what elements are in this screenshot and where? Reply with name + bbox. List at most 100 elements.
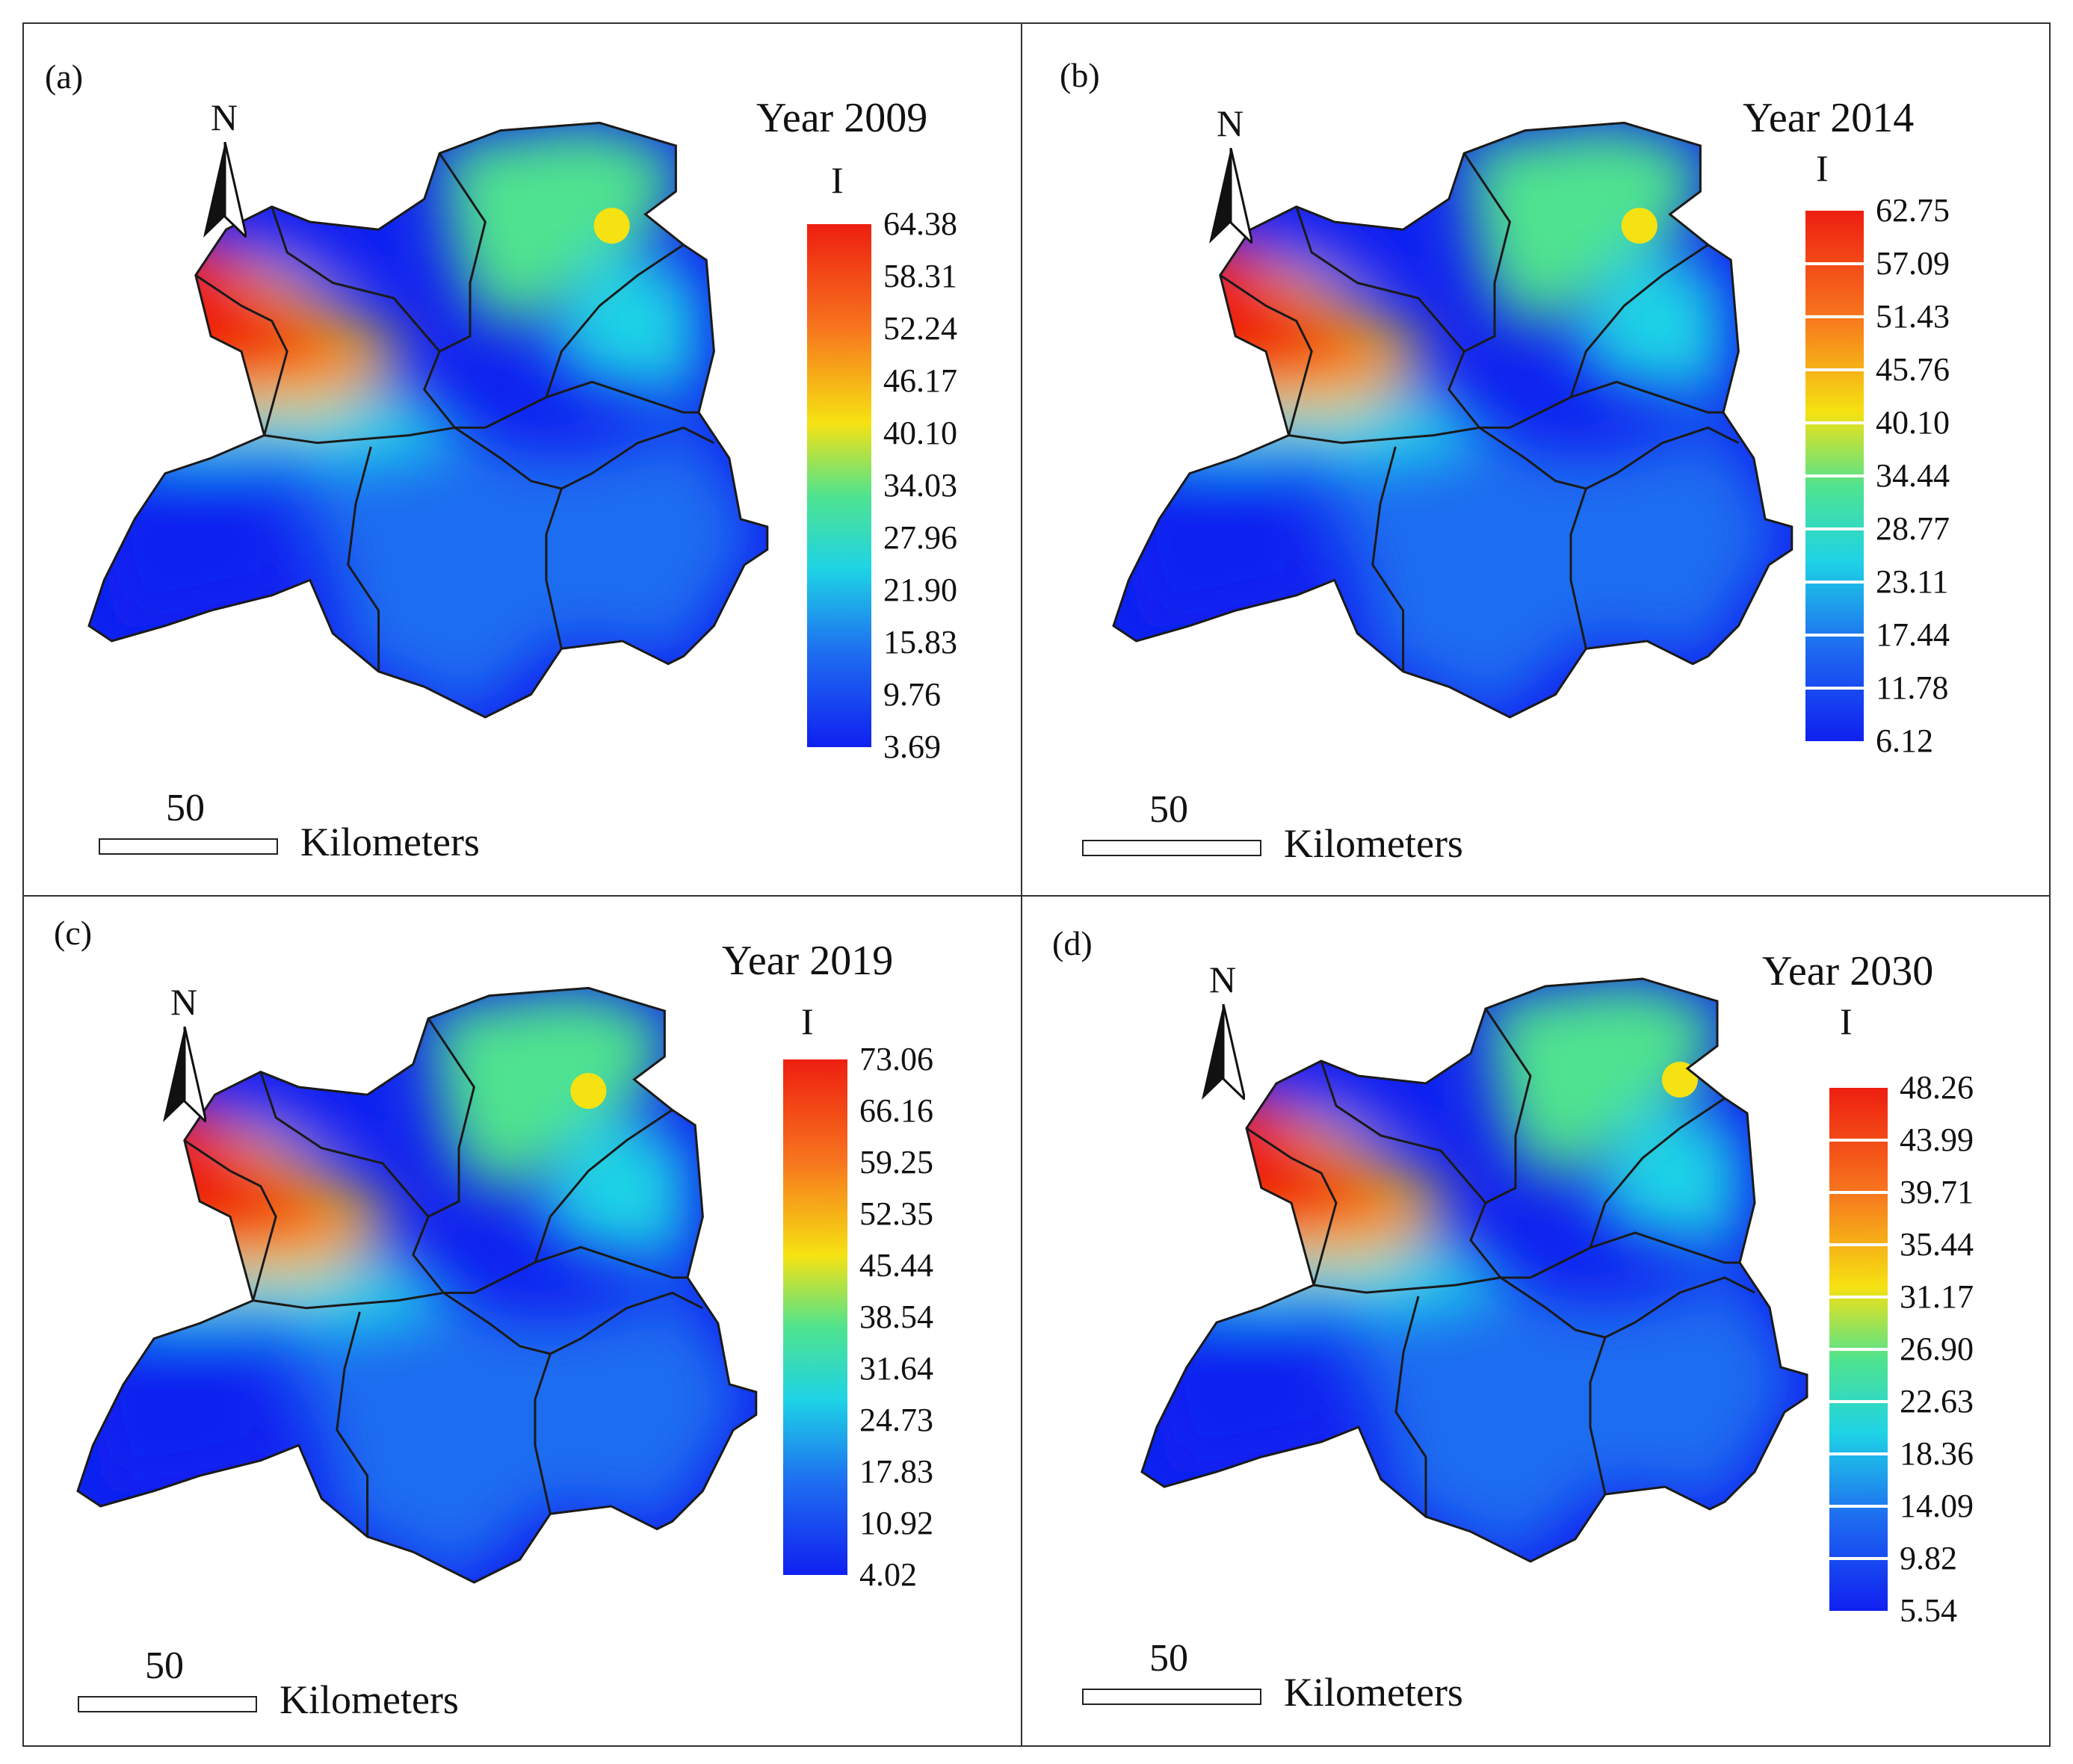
heat-zone-blue — [264, 427, 760, 717]
legend-tick-label: 27.96 — [883, 519, 957, 556]
heat-zone-blue — [253, 1293, 749, 1582]
heat-zone-northwest-blue — [211, 222, 379, 276]
heat-surface — [78, 988, 756, 1582]
heat-zone-east-cyan — [1571, 244, 1723, 397]
legend-tick-label: 45.44 — [859, 1247, 933, 1284]
heat-zone-north-green — [428, 988, 673, 1186]
legend-class-break — [1829, 1452, 1897, 1455]
legend-tick-label: 9.82 — [1900, 1540, 1957, 1576]
legend-tick-label: 14.09 — [1900, 1488, 1974, 1524]
county-boundary — [1569, 244, 1709, 398]
legend-tick-label: 17.83 — [859, 1453, 933, 1490]
county-boundary — [534, 1353, 552, 1514]
map-panel-2030: (d) Year 2030 I N 50 Kilometers 48.26 43.… — [1021, 895, 2051, 1747]
legend-variable-label: I — [831, 159, 844, 201]
county-boundary — [534, 1109, 673, 1263]
legend-tick-label: 5.54 — [1900, 1592, 1957, 1629]
heat-zone-blue — [1288, 427, 1785, 717]
legend-tick-label: 28.77 — [1876, 510, 1950, 547]
county-boundary — [1509, 380, 1723, 429]
legend-tick-label: 34.44 — [1876, 457, 1950, 494]
county-boundary — [1604, 1276, 1755, 1339]
county-boundary — [1469, 1008, 1532, 1279]
legend-tick-label: 52.24 — [883, 310, 957, 347]
county-boundary — [545, 488, 563, 649]
study-area-outline — [87, 121, 769, 719]
legend-tick-label: 22.63 — [1900, 1383, 1974, 1420]
legend-tick-label: 58.31 — [883, 258, 957, 294]
north-label: N — [1216, 102, 1244, 144]
legend-tick-label: 4.02 — [859, 1556, 917, 1593]
county-boundary — [1288, 426, 1587, 490]
county-boundary — [1394, 1296, 1427, 1517]
legend-class-break — [1829, 1400, 1897, 1403]
legend-tick-label: 15.83 — [883, 624, 957, 660]
county-boundary — [1589, 1337, 1607, 1495]
legend-tick-label: 3.69 — [883, 728, 941, 765]
north-label: N — [1208, 959, 1237, 1000]
heat-zone-east-cyan — [546, 244, 699, 397]
legend-tick-label: 21.90 — [883, 572, 957, 608]
legend-tick-label: 40.10 — [883, 415, 957, 451]
map-panel-2019: (c) Year 2019 I N 50 Kilometers 73.06 66.… — [22, 895, 1022, 1747]
scale-unit: Kilometers — [279, 1677, 459, 1722]
heat-zone-north-green — [1486, 979, 1725, 1173]
hotspot-marker — [570, 1073, 607, 1110]
legend-variable-label: I — [1840, 1000, 1853, 1042]
legend-class-break — [1829, 1505, 1897, 1508]
legend-tick-label: 48.26 — [1900, 1069, 1974, 1106]
map-area — [1112, 121, 1794, 719]
legend-tick-label: 23.11 — [1876, 563, 1949, 600]
legend-class-break — [1805, 687, 1873, 690]
legend-class-break — [1805, 421, 1873, 424]
county-boundary — [259, 1071, 430, 1218]
panel-label: (a) — [45, 58, 84, 96]
hotspot-marker — [1621, 208, 1658, 244]
heat-zone-northwest-blue — [1235, 222, 1403, 276]
north-arrow: N — [146, 980, 221, 1122]
legend-class-break — [1805, 581, 1873, 584]
north-label: N — [210, 96, 238, 138]
legend-tick-label: 10.92 — [859, 1505, 933, 1541]
county-boundary — [1246, 1127, 1338, 1286]
heat-zone-blue — [1314, 1278, 1799, 1562]
county-boundary — [1320, 1060, 1487, 1204]
scale-value: 50 — [145, 1644, 184, 1687]
county-boundary — [1219, 274, 1313, 436]
heat-surface — [1142, 979, 1807, 1562]
county-boundary — [347, 446, 380, 672]
north-arrow: N — [1185, 958, 1260, 1100]
hotspot-marker — [1662, 1062, 1698, 1098]
legend-tick-label: 38.54 — [859, 1299, 933, 1335]
county-boundary — [264, 426, 562, 490]
legend-class-break — [1805, 262, 1873, 265]
county-boundary — [484, 380, 699, 429]
legend-tick-label: 51.43 — [1876, 298, 1950, 335]
county-boundary — [1295, 206, 1465, 353]
county-boundary — [271, 206, 441, 353]
legend-tick-label: 46.17 — [883, 362, 957, 399]
county-boundary — [560, 426, 715, 490]
legend-tick-label: 34.03 — [883, 467, 957, 504]
scale-unit: Kilometers — [1284, 1670, 1463, 1715]
scale-unit: Kilometers — [300, 820, 480, 864]
legend-tick-label: 35.44 — [1900, 1226, 1974, 1263]
legend-tick-label: 24.73 — [859, 1402, 933, 1438]
county-boundary — [473, 1245, 688, 1294]
heat-zone-east-cyan — [535, 1110, 688, 1263]
map-title: Year 2019 — [722, 938, 894, 984]
legend-tick-label: 40.10 — [1876, 404, 1950, 441]
panel-label: (d) — [1052, 924, 1093, 962]
legend-tick-label: 9.76 — [883, 676, 941, 713]
hotspot-marker — [593, 208, 630, 244]
legend-class-break — [1829, 1191, 1897, 1194]
county-boundary — [1589, 1097, 1726, 1248]
county-boundary — [1569, 488, 1587, 649]
county-boundary — [1313, 1276, 1606, 1339]
county-boundary — [412, 1018, 476, 1294]
county-boundary — [194, 274, 288, 436]
county-boundary — [1448, 152, 1512, 429]
legend-class-break — [1829, 1348, 1897, 1351]
panel-label: (c) — [54, 914, 93, 952]
north-arrow: N — [1193, 102, 1267, 244]
